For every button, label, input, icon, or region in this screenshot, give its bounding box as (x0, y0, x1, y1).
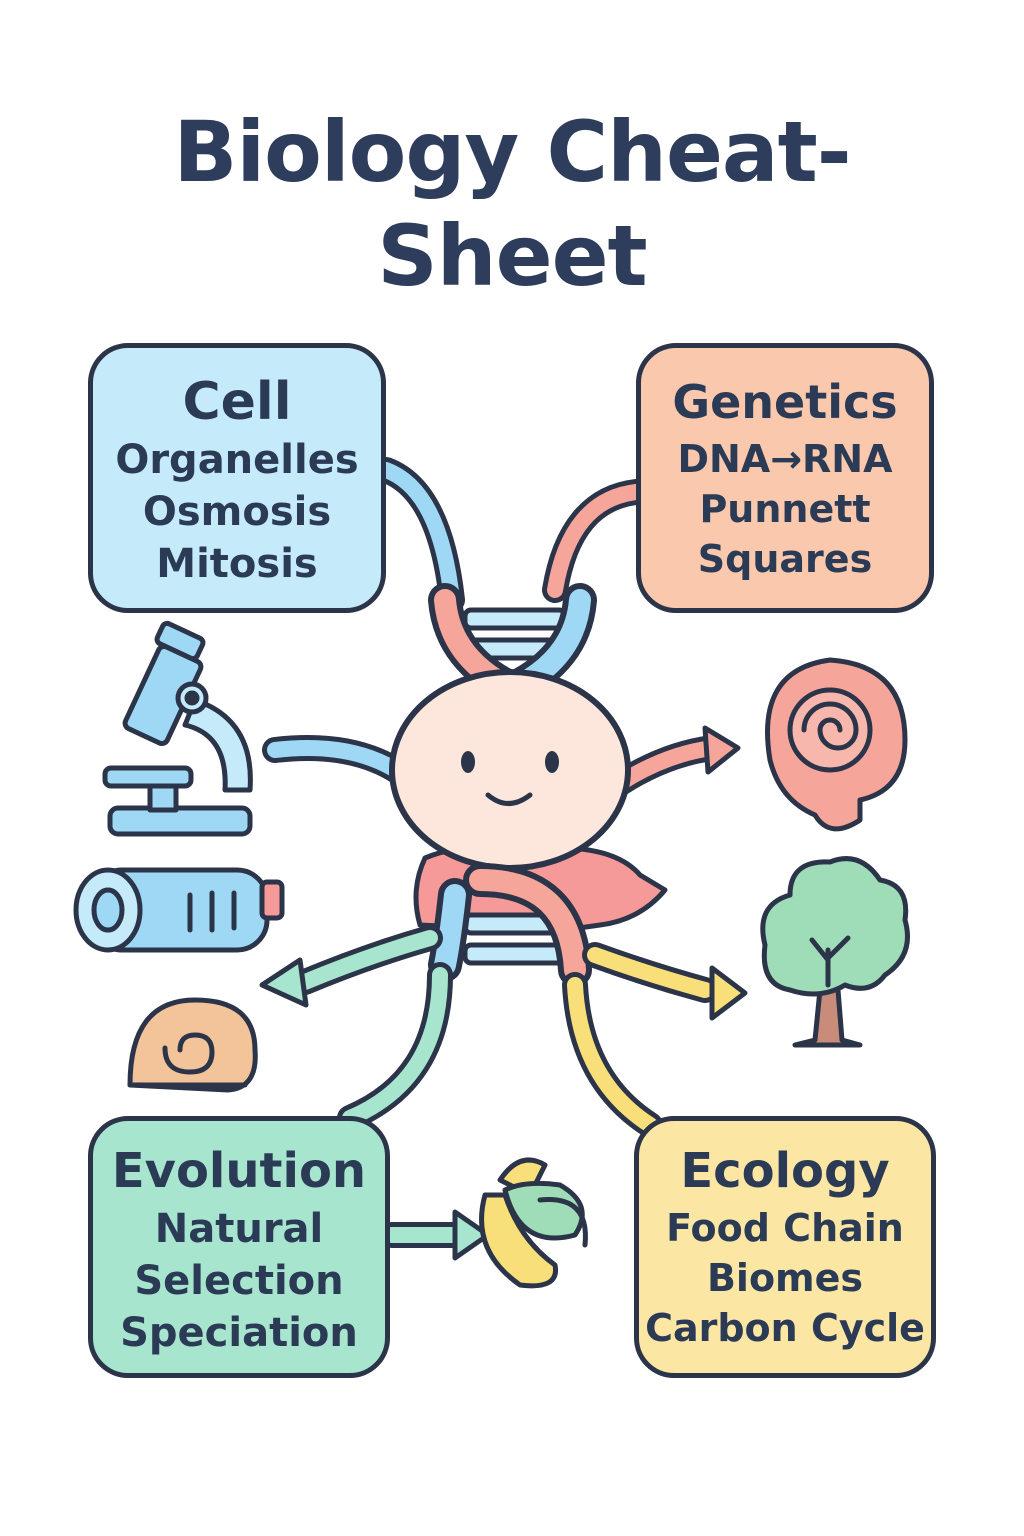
topic-card-evolution: Evolution Natural Selection Speciation (88, 1116, 390, 1378)
topic-heading-ecology: Ecology (680, 1143, 890, 1199)
topic-item: Selection (134, 1258, 344, 1304)
topic-item: Squares (697, 537, 873, 581)
test-tube-icon (73, 867, 285, 953)
connector-cell (373, 457, 465, 613)
topic-item: Mitosis (156, 541, 318, 587)
topic-item: Organelles (115, 437, 359, 483)
title-line-1: Biology Cheat- (173, 103, 851, 201)
topic-heading-cell: Cell (182, 372, 292, 432)
flower-icon (479, 1157, 588, 1289)
topic-item: Natural (154, 1206, 324, 1252)
topic-item: Osmosis (142, 489, 332, 535)
ammonite-fossil-icon (765, 657, 908, 832)
topic-heading-evolution: Evolution (111, 1143, 367, 1199)
connector-genetics (542, 479, 649, 603)
arrow-to-shell (259, 925, 443, 1008)
topic-item: Speciation (120, 1310, 358, 1356)
microscope-icon (102, 620, 253, 837)
dna-helix-lower-icon (428, 863, 592, 987)
connector-ecology (562, 972, 663, 1138)
tree-icon (760, 856, 910, 1048)
connector-evolution (337, 962, 453, 1131)
topic-item: DNA→RNA (677, 437, 893, 481)
topic-heading-genetics: Genetics (672, 375, 898, 429)
topic-item: Food Chain (666, 1206, 904, 1250)
cell-mascot-icon (389, 669, 631, 871)
title-line-2: Sheet (377, 207, 647, 305)
arrow-to-flower (379, 1209, 491, 1261)
snail-shell-icon (127, 997, 258, 1093)
topic-item: Punnett (699, 487, 871, 531)
topic-card-genetics: Genetics DNA→RNA Punnett Squares (636, 343, 934, 613)
page-title: Biology Cheat- Sheet (0, 100, 1024, 308)
topic-card-cell: Cell Organelles Osmosis Mitosis (88, 343, 386, 613)
topic-item: Carbon Cycle (645, 1306, 925, 1350)
topic-item: Biomes (706, 1256, 864, 1300)
topic-card-ecology: Ecology Food Chain Biomes Carbon Cycle (634, 1116, 936, 1378)
arrow-to-tree (582, 942, 748, 1021)
